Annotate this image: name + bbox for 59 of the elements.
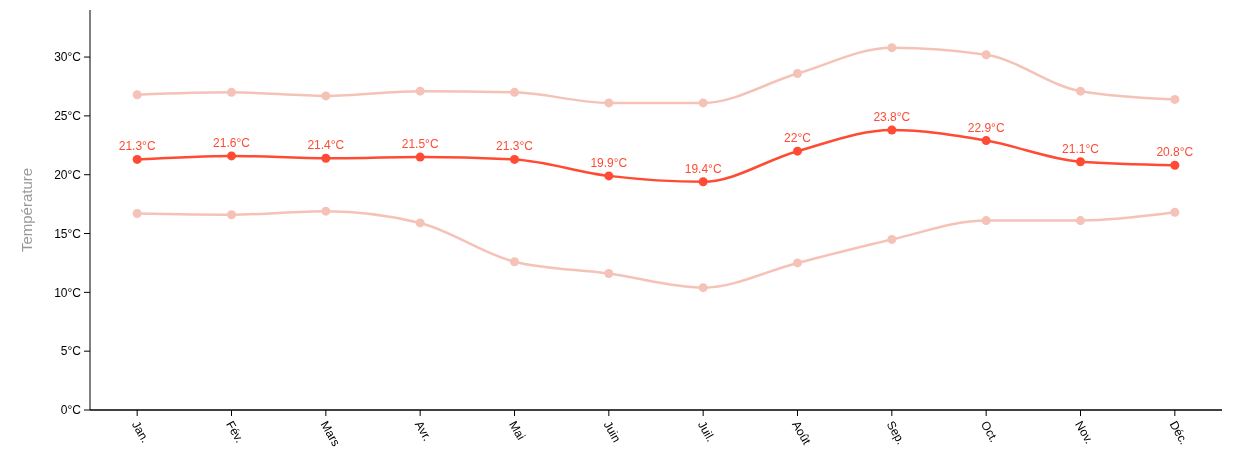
data-label: 21.4°C (307, 138, 345, 153)
point (132, 209, 142, 219)
point (1076, 216, 1085, 226)
point (604, 98, 614, 108)
y-tick-label: 0°C (60, 403, 82, 418)
data-label: 19.4°C (684, 161, 722, 176)
data-label: 23.8°C (873, 110, 911, 124)
point (887, 125, 897, 135)
data-label: 19.9°C (590, 155, 628, 170)
point (604, 269, 614, 279)
point (1170, 94, 1180, 104)
point (415, 86, 425, 96)
data-label: 22°C (784, 131, 812, 146)
point (1076, 157, 1085, 167)
point (698, 177, 708, 187)
x-tick-label: Juil. (694, 418, 718, 445)
data-label: 21.3°C (496, 139, 534, 154)
point (698, 283, 708, 293)
point (981, 50, 991, 60)
point (227, 151, 236, 161)
point (793, 258, 802, 268)
point (321, 91, 331, 101)
point (793, 69, 802, 79)
data-label: 21.1°C (1062, 141, 1100, 156)
y-tick-label: 30°C (54, 50, 82, 65)
x-tick-label: Mai (506, 418, 529, 443)
point (604, 171, 614, 181)
point (510, 87, 519, 97)
point (132, 90, 142, 100)
point (132, 154, 142, 164)
point (793, 146, 802, 156)
y-tick-label: 5°C (60, 344, 82, 359)
y-tick-label: 15°C (54, 226, 82, 241)
data-label: 22.9°C (967, 120, 1005, 135)
y-axis-title: Température (18, 167, 35, 253)
point (698, 98, 708, 108)
data-label: 21.3°C (118, 139, 156, 154)
point (510, 257, 519, 267)
point (1170, 160, 1180, 170)
data-label: 21.5°C (401, 137, 439, 152)
point (510, 154, 519, 164)
y-tick-label: 10°C (54, 285, 82, 300)
point (887, 43, 897, 53)
point (415, 152, 425, 162)
point (321, 153, 331, 163)
point (227, 87, 236, 97)
point (981, 136, 991, 146)
y-tick-label: 25°C (54, 109, 82, 124)
point (1170, 207, 1180, 217)
point (1076, 86, 1085, 96)
point (227, 210, 236, 220)
y-tick-label: 20°C (54, 167, 82, 182)
point (981, 216, 991, 226)
point (321, 206, 331, 216)
point (887, 234, 897, 244)
point (415, 218, 425, 228)
data-label: 21.6°C (213, 135, 251, 150)
x-tick-label: Avr. (411, 418, 435, 444)
data-label: 20.8°C (1156, 145, 1194, 160)
